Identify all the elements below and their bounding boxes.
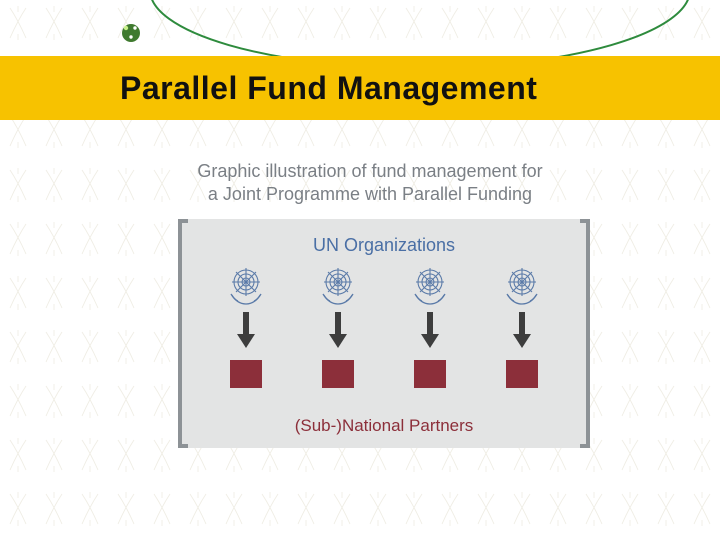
arrow-down-icon (419, 312, 441, 350)
bullet-icon (120, 22, 142, 44)
arrow-down-icon (327, 312, 349, 350)
title-bar: Parallel Fund Management (0, 56, 720, 120)
un-logo-icon (407, 264, 453, 306)
partner-box (230, 360, 262, 388)
slide: Parallel Fund Management Graphic illustr… (0, 0, 720, 540)
arrow-row (200, 312, 568, 350)
un-organizations-label: UN Organizations (200, 235, 568, 256)
diagram: Graphic illustration of fund management … (150, 160, 590, 448)
arrow-down-icon (235, 312, 257, 350)
un-logo-icon (223, 264, 269, 306)
caption-line-1: Graphic illustration of fund management … (197, 161, 542, 181)
partner-box (414, 360, 446, 388)
partner-box-row (200, 360, 568, 388)
diagram-panel: UN Organizations (178, 219, 590, 448)
diagram-caption: Graphic illustration of fund management … (150, 160, 590, 205)
partner-box (322, 360, 354, 388)
caption-line-2: a Joint Programme with Parallel Funding (208, 184, 532, 204)
partners-label: (Sub-)National Partners (295, 416, 474, 436)
un-logo-icon (315, 264, 361, 306)
un-logo-icon (499, 264, 545, 306)
slide-title: Parallel Fund Management (0, 70, 537, 107)
panel-wrap: JOINT PROGRAMME UN Organizations (150, 219, 590, 448)
un-logo-row (200, 264, 568, 306)
arrow-down-icon (511, 312, 533, 350)
partner-box (506, 360, 538, 388)
